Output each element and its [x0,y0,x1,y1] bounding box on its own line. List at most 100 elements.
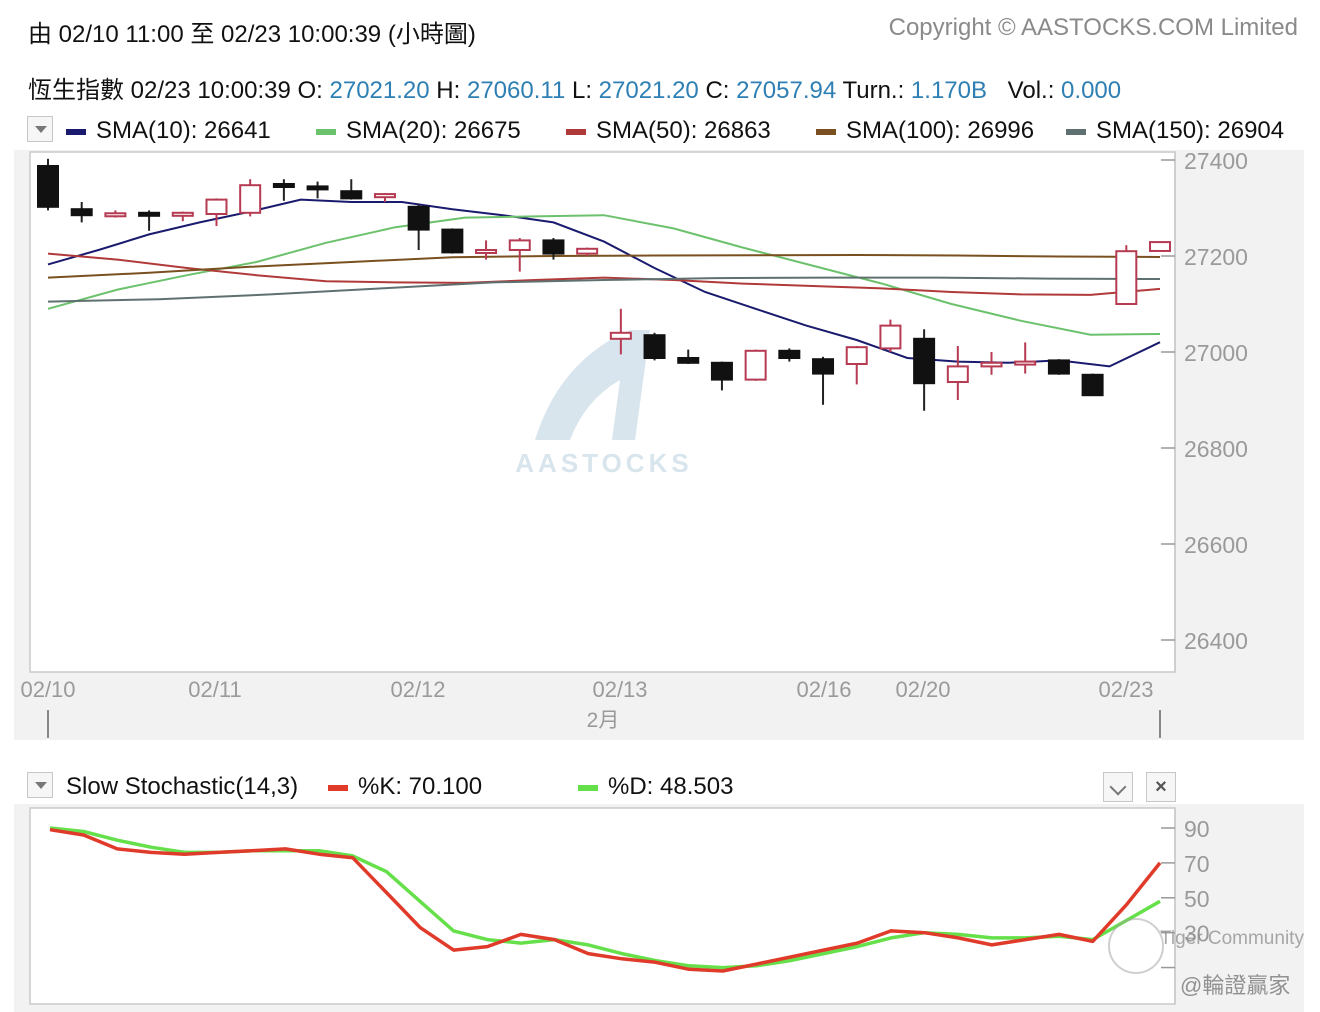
candle [609,308,632,355]
candle-body [306,185,329,191]
candle-body [171,211,194,217]
candle-body [643,334,666,360]
open-value: 27021.20 [329,77,430,104]
candle [710,361,733,391]
candle [845,346,868,385]
date-range-text: 由 02/10 11:00 至 02/23 10:00:39 (小時圖) [28,21,476,48]
sma-100-swatch [816,128,836,135]
sma-legend-4: SMA(150): 26904 [1066,117,1284,145]
low-label: L: [571,77,592,104]
sma-10-label: SMA(10): 26641 [96,117,271,144]
candle [171,211,194,222]
copyright-text: Copyright © AASTOCKS.COM Limited [888,14,1298,41]
candle [340,179,363,200]
candle [542,238,565,260]
stochastic-dropdown-button[interactable] [27,772,53,798]
index-name: 恆生指數 [28,77,124,104]
candle [272,179,295,201]
candle [508,238,531,272]
close-panel-button[interactable]: × [1146,772,1176,802]
sma-legend-3: SMA(100): 26996 [816,117,1034,145]
sma-150-label: SMA(150): 26904 [1096,117,1285,144]
candle [373,193,396,202]
candle [407,204,430,250]
sma-50-label: SMA(50): 26863 [596,117,771,144]
candle-body [441,228,464,254]
x-tick-label: 02/20 [895,677,950,702]
y-tick-label: 26400 [1184,628,1248,654]
candle-body [576,247,599,255]
candle-body [1047,359,1070,375]
stochastic-plot-area [29,807,1176,1005]
turnover-value: 1.170B [910,77,987,104]
y-tick-label: 26600 [1184,532,1248,558]
candle-body [475,249,498,254]
candle [1149,241,1171,252]
sma-100-label: SMA(100): 26996 [846,117,1035,144]
x-tick-label: 02/10 [20,677,75,702]
d-label: %D: 48.503 [608,773,734,800]
x-tick-label: 02/12 [390,677,445,702]
sma-50-swatch [566,128,586,135]
sma-150-swatch [1066,128,1086,135]
sma-10-swatch [66,128,86,135]
author-watermark: @輪證贏家 [1180,973,1291,998]
sma-line-1 [47,214,1161,336]
candle-body [1014,360,1037,366]
candle-body [812,358,835,375]
x-tick-label: 02/23 [1098,677,1153,702]
candle-body [1149,241,1171,252]
candle-body [677,357,700,364]
candle-body [373,193,396,199]
candle-body [542,239,565,255]
candle [576,247,599,256]
stoch-k-line [49,827,1162,973]
candle-body [845,346,868,366]
close-label: C: [705,77,730,104]
candle-body [70,208,93,217]
candle [980,352,1003,375]
candle [70,202,93,223]
candle [744,349,767,381]
x-tick-label: 02/16 [796,677,851,702]
turnover-label: Turn.: [842,77,905,104]
candle [1047,359,1070,375]
close-value: 27057.94 [736,77,837,104]
candle-body [913,337,936,385]
candle-body [1115,250,1138,305]
d-swatch [578,784,598,791]
sma-line-3 [47,253,1161,279]
candle [812,356,835,405]
candle [1081,373,1104,397]
k-swatch [328,784,348,791]
y-tick-label: 27000 [1184,340,1248,366]
main-chart-dropdown-button[interactable] [27,116,53,142]
y-tick-label: 27400 [1184,148,1248,174]
sma-legend-0: SMA(10): 26641 [66,117,271,145]
candle-body [407,205,430,231]
candle-body [37,165,59,208]
stoch-tick-label: 30 [1184,921,1210,947]
candle [475,240,498,260]
open-label: O: [297,77,323,104]
candle [138,210,161,231]
stoch-tick-label: 70 [1184,851,1210,877]
community-watermark: Tiger Community [1160,928,1304,949]
sma-legend-1: SMA(20): 26675 [316,117,521,145]
sma-20-swatch [316,128,336,135]
candle-body [710,361,733,381]
sma-20-label: SMA(20): 26675 [346,117,521,144]
candle [37,158,59,211]
quote-bar: 恆生指數 02/23 10:00:39 O: 27021.20 H: 27060… [28,70,1121,105]
volume-label: Vol.: [1007,77,1055,104]
candle [913,329,936,411]
close-icon: × [1155,776,1167,798]
stochastic-chart[interactable]: 90 70 50 30 [0,800,1320,1012]
y-tick-label: 27200 [1184,244,1248,270]
candle-body [239,184,262,214]
watermark-text: AASTOCKS [515,448,692,478]
sma-line-4 [47,276,1161,303]
collapse-panel-button[interactable] [1103,772,1133,802]
candlestick-chart[interactable]: AASTOCKS 274002720027000268002660026400 … [0,140,1320,750]
main-plot-area [29,151,1176,673]
